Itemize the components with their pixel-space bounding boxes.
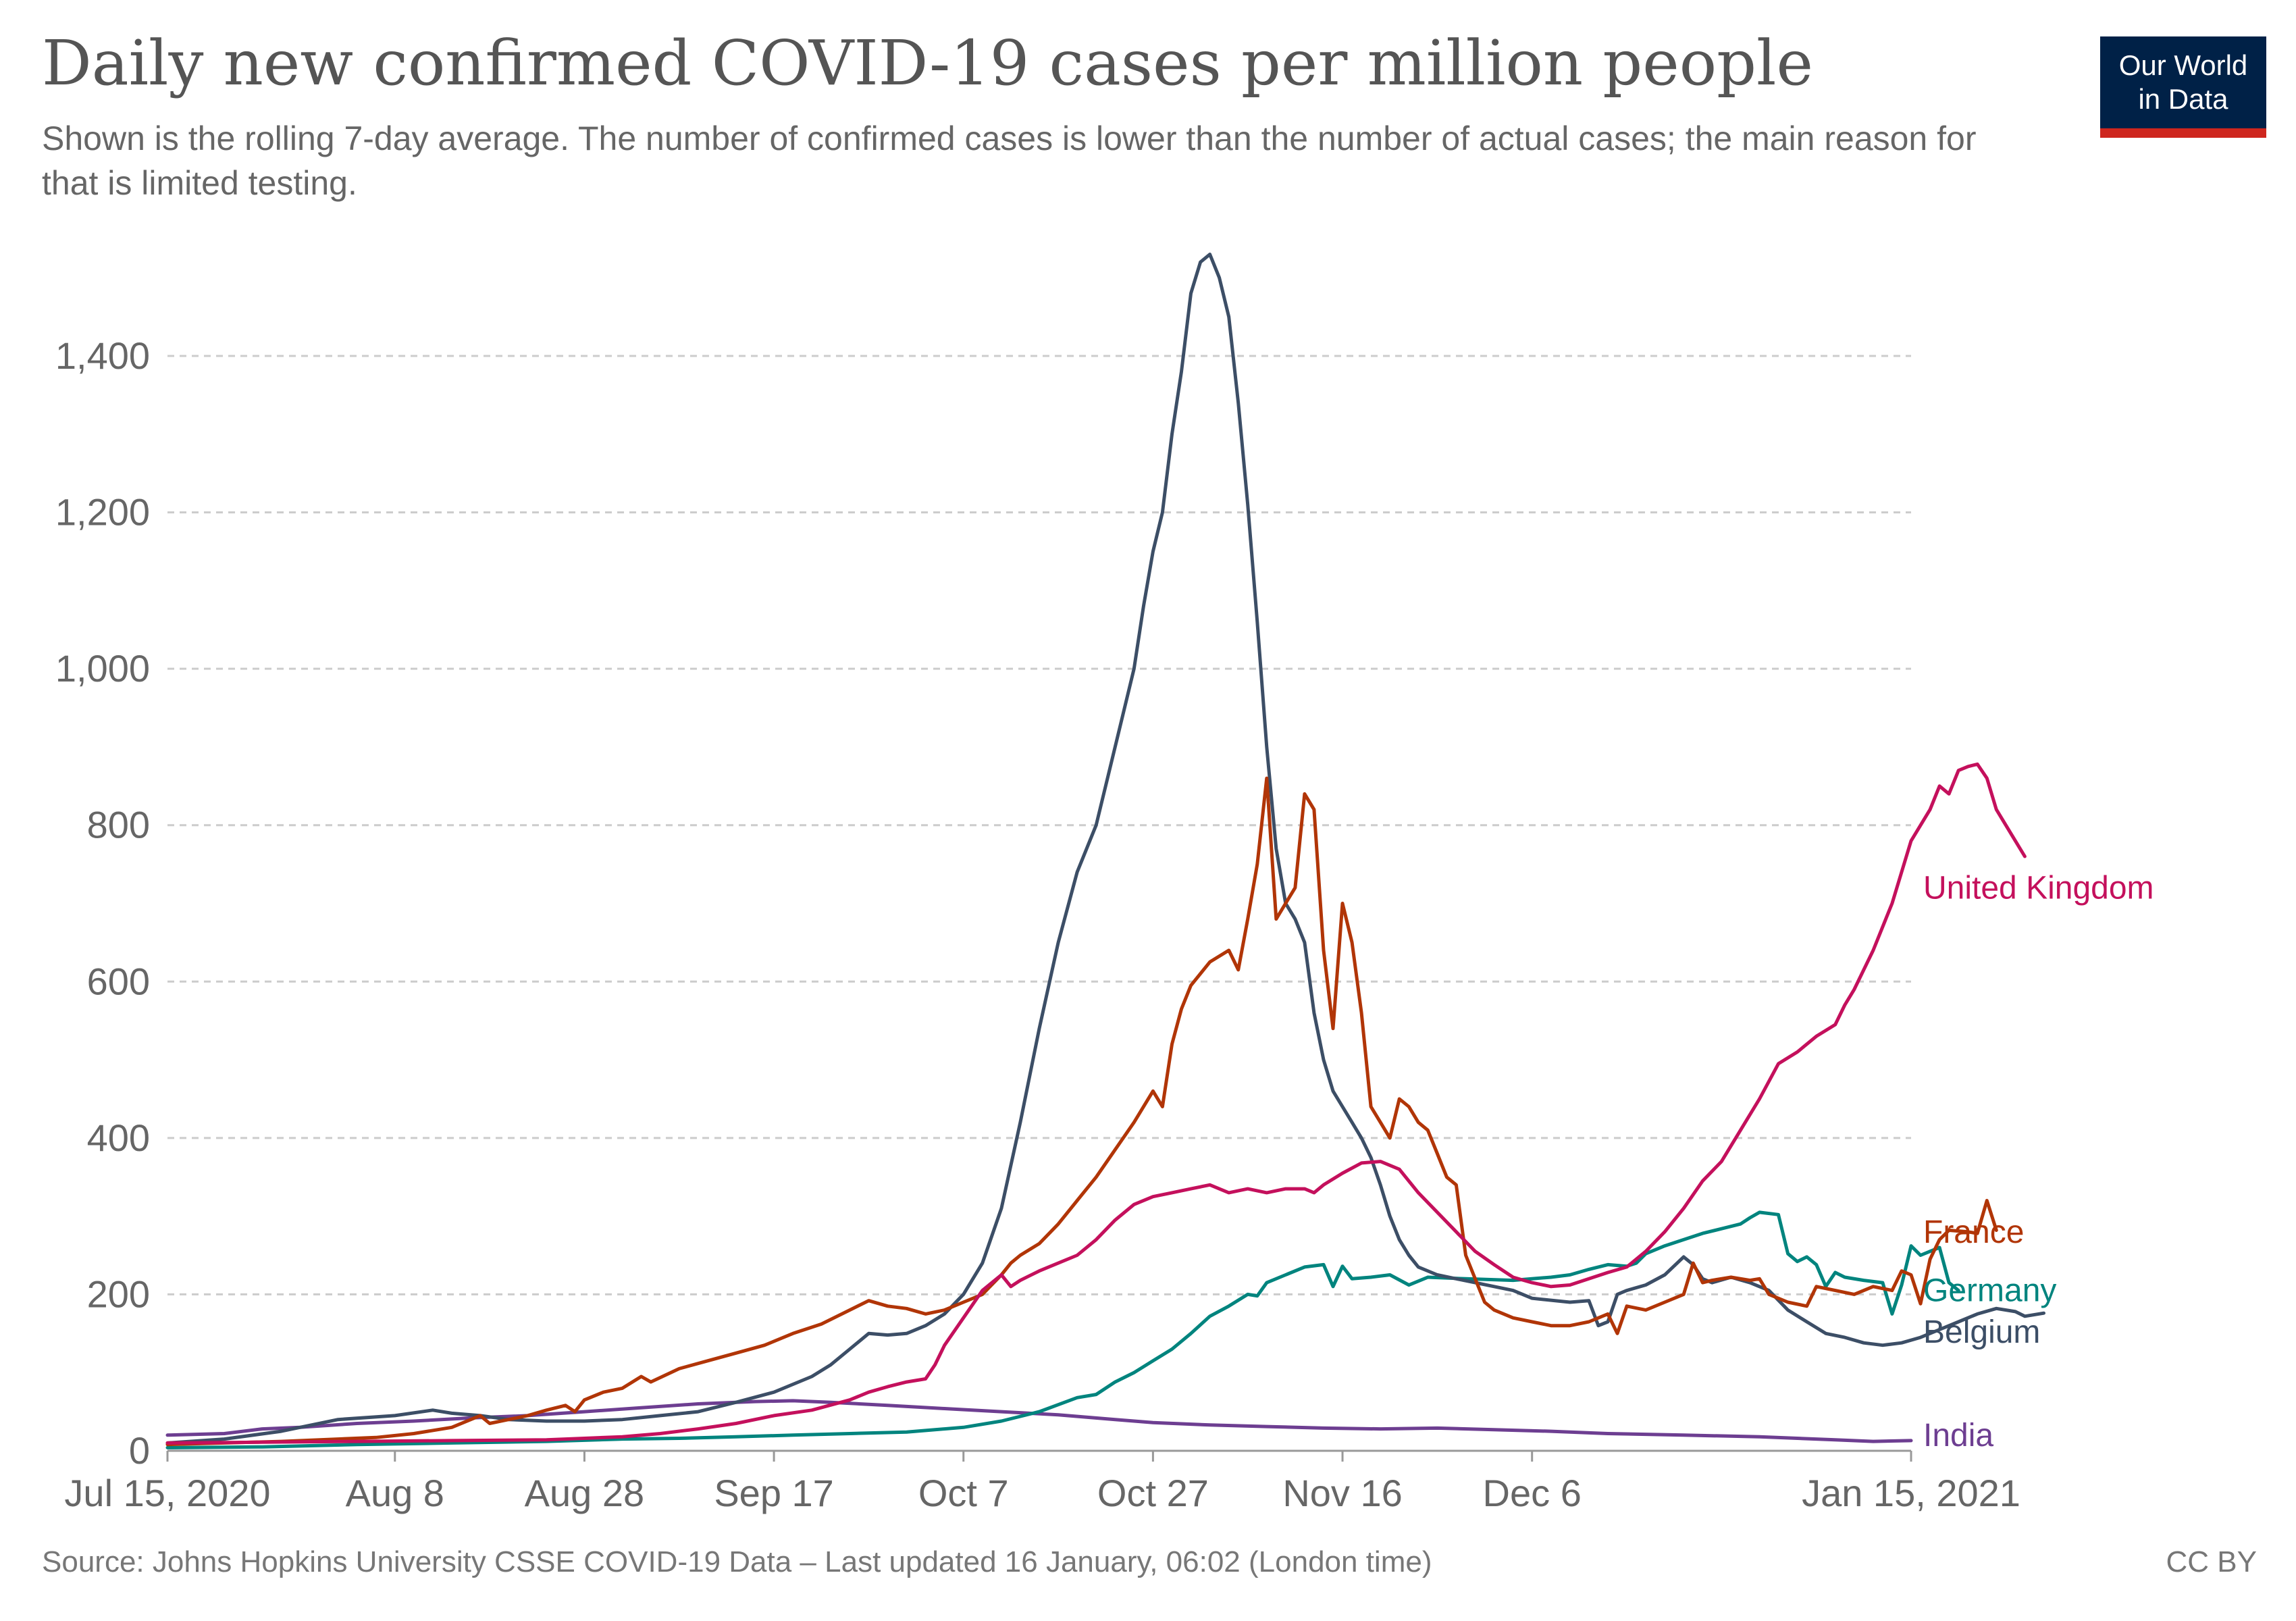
x-tick-label: Aug 28 [525,1472,645,1514]
y-tick-label: 1,400 [55,334,150,377]
license-link[interactable]: CC BY [2166,1545,2257,1578]
x-tick-label: Dec 6 [1483,1472,1582,1514]
x-tick-label: Oct 7 [918,1472,1009,1514]
x-tick-label: Jul 15, 2020 [64,1472,270,1514]
series-label-france: France [1923,1214,2024,1250]
grid-layer [167,355,1911,1295]
y-tick-label: 0 [129,1429,150,1472]
chart-subtitle: Shown is the rolling 7-day average. The … [42,120,1977,202]
source-note: Source: Johns Hopkins University CSSE CO… [42,1545,1432,1578]
y-tick-label: 600 [87,960,150,1002]
series-label-layer: India Germany Belgium France United Kingdom [1923,870,2154,1453]
series-layer [165,253,2045,1449]
logo-line-1: Our World [2118,49,2248,81]
y-tick-label: 1,000 [55,647,150,690]
owid-logo[interactable]: Our World in Data [2100,36,2266,138]
y-tick-label: 200 [87,1272,150,1315]
series-line-united-kingdom[interactable] [165,762,2027,1445]
series-label-india: India [1923,1418,1993,1453]
series-label-belgium: Belgium [1923,1314,2040,1350]
axis-layer: 0 200 400 600 800 1,000 1,200 1,400 Jul 15, 2020… [55,334,2020,1514]
series-line-germany[interactable] [165,1210,1960,1449]
series-line-belgium[interactable] [165,253,2045,1445]
logo-line-2: in Data [2138,83,2228,115]
series-label-united-kingdom: United Kingdom [1923,870,2154,906]
x-tick-label: Sep 17 [714,1472,834,1514]
series-line-france[interactable] [165,776,1998,1447]
x-tick-label: Jan 15, 2021 [1802,1472,2020,1514]
y-tick-label: 1,200 [55,491,150,534]
logo-accent-bar [2100,128,2266,138]
y-tick-label: 800 [87,804,150,846]
y-tick-label: 400 [87,1116,150,1159]
x-tick-label: Nov 16 [1282,1472,1402,1514]
x-tick-label: Aug 8 [346,1472,444,1514]
x-tick-label: Oct 27 [1097,1472,1209,1514]
chart-title: Daily new confirmed COVID-19 cases per m… [42,27,1813,99]
series-label-germany: Germany [1923,1273,2056,1309]
series-line-india[interactable] [165,1399,1913,1443]
